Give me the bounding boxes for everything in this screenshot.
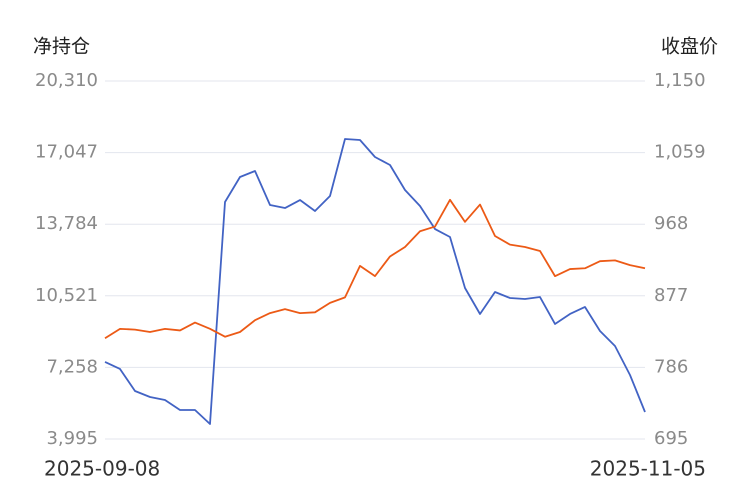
y-tick-label: 17,047 xyxy=(35,142,98,163)
y-tick-label: 7,258 xyxy=(46,356,98,377)
y2-tick-label: 695 xyxy=(654,428,688,449)
y2-axis-title: 收盘价 xyxy=(661,36,718,58)
y2-tick-label: 1,150 xyxy=(654,70,706,91)
series-line xyxy=(104,198,646,340)
x-tick-label: 2025-09-08 xyxy=(44,457,160,481)
y-tick-label: 20,310 xyxy=(35,70,98,91)
y2-tick-label: 968 xyxy=(654,213,688,234)
y-axis-title: 净持仓 xyxy=(33,36,90,58)
y-tick-label: 13,784 xyxy=(35,213,98,234)
series-line xyxy=(104,138,646,425)
y2-tick-label: 877 xyxy=(654,285,688,306)
y-tick-label: 3,995 xyxy=(46,428,98,449)
y2-tick-label: 786 xyxy=(654,356,688,377)
x-tick-label: 2025-11-05 xyxy=(590,457,706,481)
y2-tick-label: 1,059 xyxy=(654,142,706,163)
y-tick-label: 10,521 xyxy=(35,285,98,306)
